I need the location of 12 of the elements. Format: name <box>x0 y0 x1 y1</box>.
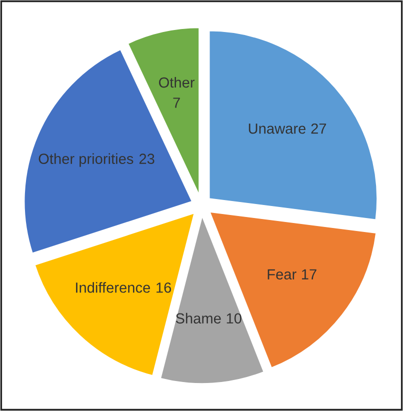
data-label: 16 <box>156 282 172 293</box>
data-label: 27 <box>311 123 326 134</box>
slice-label: Other <box>159 76 195 88</box>
slice-label: Other priorities <box>38 153 134 167</box>
slice-label: Indifference <box>76 282 150 293</box>
slice-label: Fear <box>268 269 296 280</box>
data-label: 17 <box>302 269 316 280</box>
slice-label: Shame <box>176 312 221 324</box>
data-label: 10 <box>226 313 242 324</box>
data-label: 23 <box>139 154 154 164</box>
slice-label: Unaware <box>248 124 306 134</box>
data-label: 7 <box>173 98 180 108</box>
